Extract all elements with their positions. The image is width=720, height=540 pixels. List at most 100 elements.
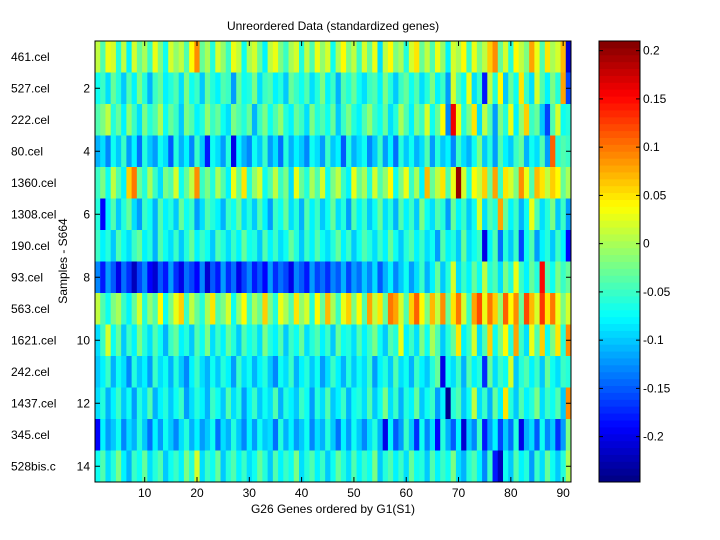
heatmap-cell [367,230,373,262]
heatmap-cell [309,387,316,420]
heatmap-cell [466,135,473,168]
heatmap-cell [189,324,195,357]
heatmap-cell [121,419,127,451]
heatmap-cell [513,104,520,136]
colorbar-tick-label: -0.2 [643,430,664,444]
heatmap-cell [95,167,101,199]
heatmap-cell [142,324,148,357]
colorbar-swatch [599,144,640,152]
heatmap-cell [560,261,567,294]
heatmap-cell [204,324,211,357]
heatmap-cell [529,261,535,294]
heatmap-cell [278,198,284,231]
heatmap-cell [492,41,499,73]
heatmap-cell [455,450,462,483]
heatmap-cell [424,104,431,136]
heatmap-cell [513,387,520,420]
y-tick-label: 2 [83,81,90,95]
heatmap-cell [377,135,384,168]
heatmap-cell [476,167,483,199]
heatmap-cell [105,356,112,388]
heatmap-cell [241,293,248,325]
heatmap-cell [267,419,274,451]
heatmap-cell [283,419,289,451]
heatmap-cell [204,356,211,388]
heatmap-cell [518,135,525,168]
heatmap-cell [482,356,488,388]
heatmap-cell [220,324,227,357]
heatmap-cell [340,41,347,73]
heatmap-cell [173,450,180,483]
heatmap-cell [319,356,326,388]
heatmap-cell [220,72,227,105]
colorbar-swatch [599,316,640,325]
heatmap-cell [372,198,378,231]
heatmap-cell [157,135,164,168]
heatmap-cell [560,450,567,483]
heatmap-cell [356,198,363,231]
heatmap-cell [131,419,138,451]
heatmap-cell [544,261,551,294]
heatmap-cell [251,419,258,451]
heatmap-cell [435,261,441,294]
heatmap-cell [299,324,305,357]
heatmap-cell [278,230,284,262]
heatmap-cell [168,230,174,262]
colorbar-swatch [599,344,640,352]
heatmap-cell [194,324,201,357]
heatmap-cell [225,387,232,420]
heatmap-cell [503,104,509,136]
heatmap-cell [450,104,457,136]
heatmap-cell [529,135,535,168]
heatmap-cell [539,135,546,168]
colorbar-swatch [599,419,640,428]
heatmap-cell [246,135,253,168]
heatmap-cell [121,104,127,136]
heatmap-cell [377,356,384,388]
heatmap-cell [225,41,232,73]
heatmap-cell [455,41,462,73]
heatmap-cell [189,167,195,199]
colorbar-swatch [599,302,640,311]
heatmap-cell [534,104,541,136]
heatmap-cell [544,293,551,325]
heatmap-cell [414,261,420,294]
heatmap-cell [220,41,227,73]
heatmap-cell [283,135,289,168]
heatmap-cell [335,104,342,136]
heatmap-cell [382,387,389,420]
heatmap-cell [466,41,473,73]
colorbar-swatch [599,199,640,207]
colorbar-swatch [599,158,640,166]
heatmap-cell [152,293,159,325]
heatmap-cell [241,230,248,262]
heatmap-cell [555,387,561,420]
heatmap-cell [367,41,373,73]
heatmap-cell [372,324,378,357]
heatmap-cell [299,72,305,105]
heatmap-cell [340,419,347,451]
heatmap-cell [335,387,342,420]
heatmap-cell [497,419,504,451]
heatmap-cell [115,198,122,231]
heatmap-cell [299,261,305,294]
heatmap-cell [314,104,321,136]
heatmap-cell [461,324,467,357]
heatmap-cell [110,167,117,199]
heatmap-cell [487,135,493,168]
heatmap-cell [251,167,258,199]
heatmap-cell [236,261,242,294]
heatmap-cell [382,261,389,294]
heatmap-cell [246,387,253,420]
heatmap-cell [110,293,117,325]
heatmap-cell [147,230,153,262]
heatmap-cell [288,261,295,294]
heatmap-cell [183,324,190,357]
heatmap-cell [105,167,112,199]
heatmap-cell [408,450,415,483]
heatmap-cell [450,324,457,357]
heatmap-cell [523,198,530,231]
heatmap-cell [189,41,195,73]
heatmap-cell [100,324,106,357]
heatmap-cell [231,198,237,231]
